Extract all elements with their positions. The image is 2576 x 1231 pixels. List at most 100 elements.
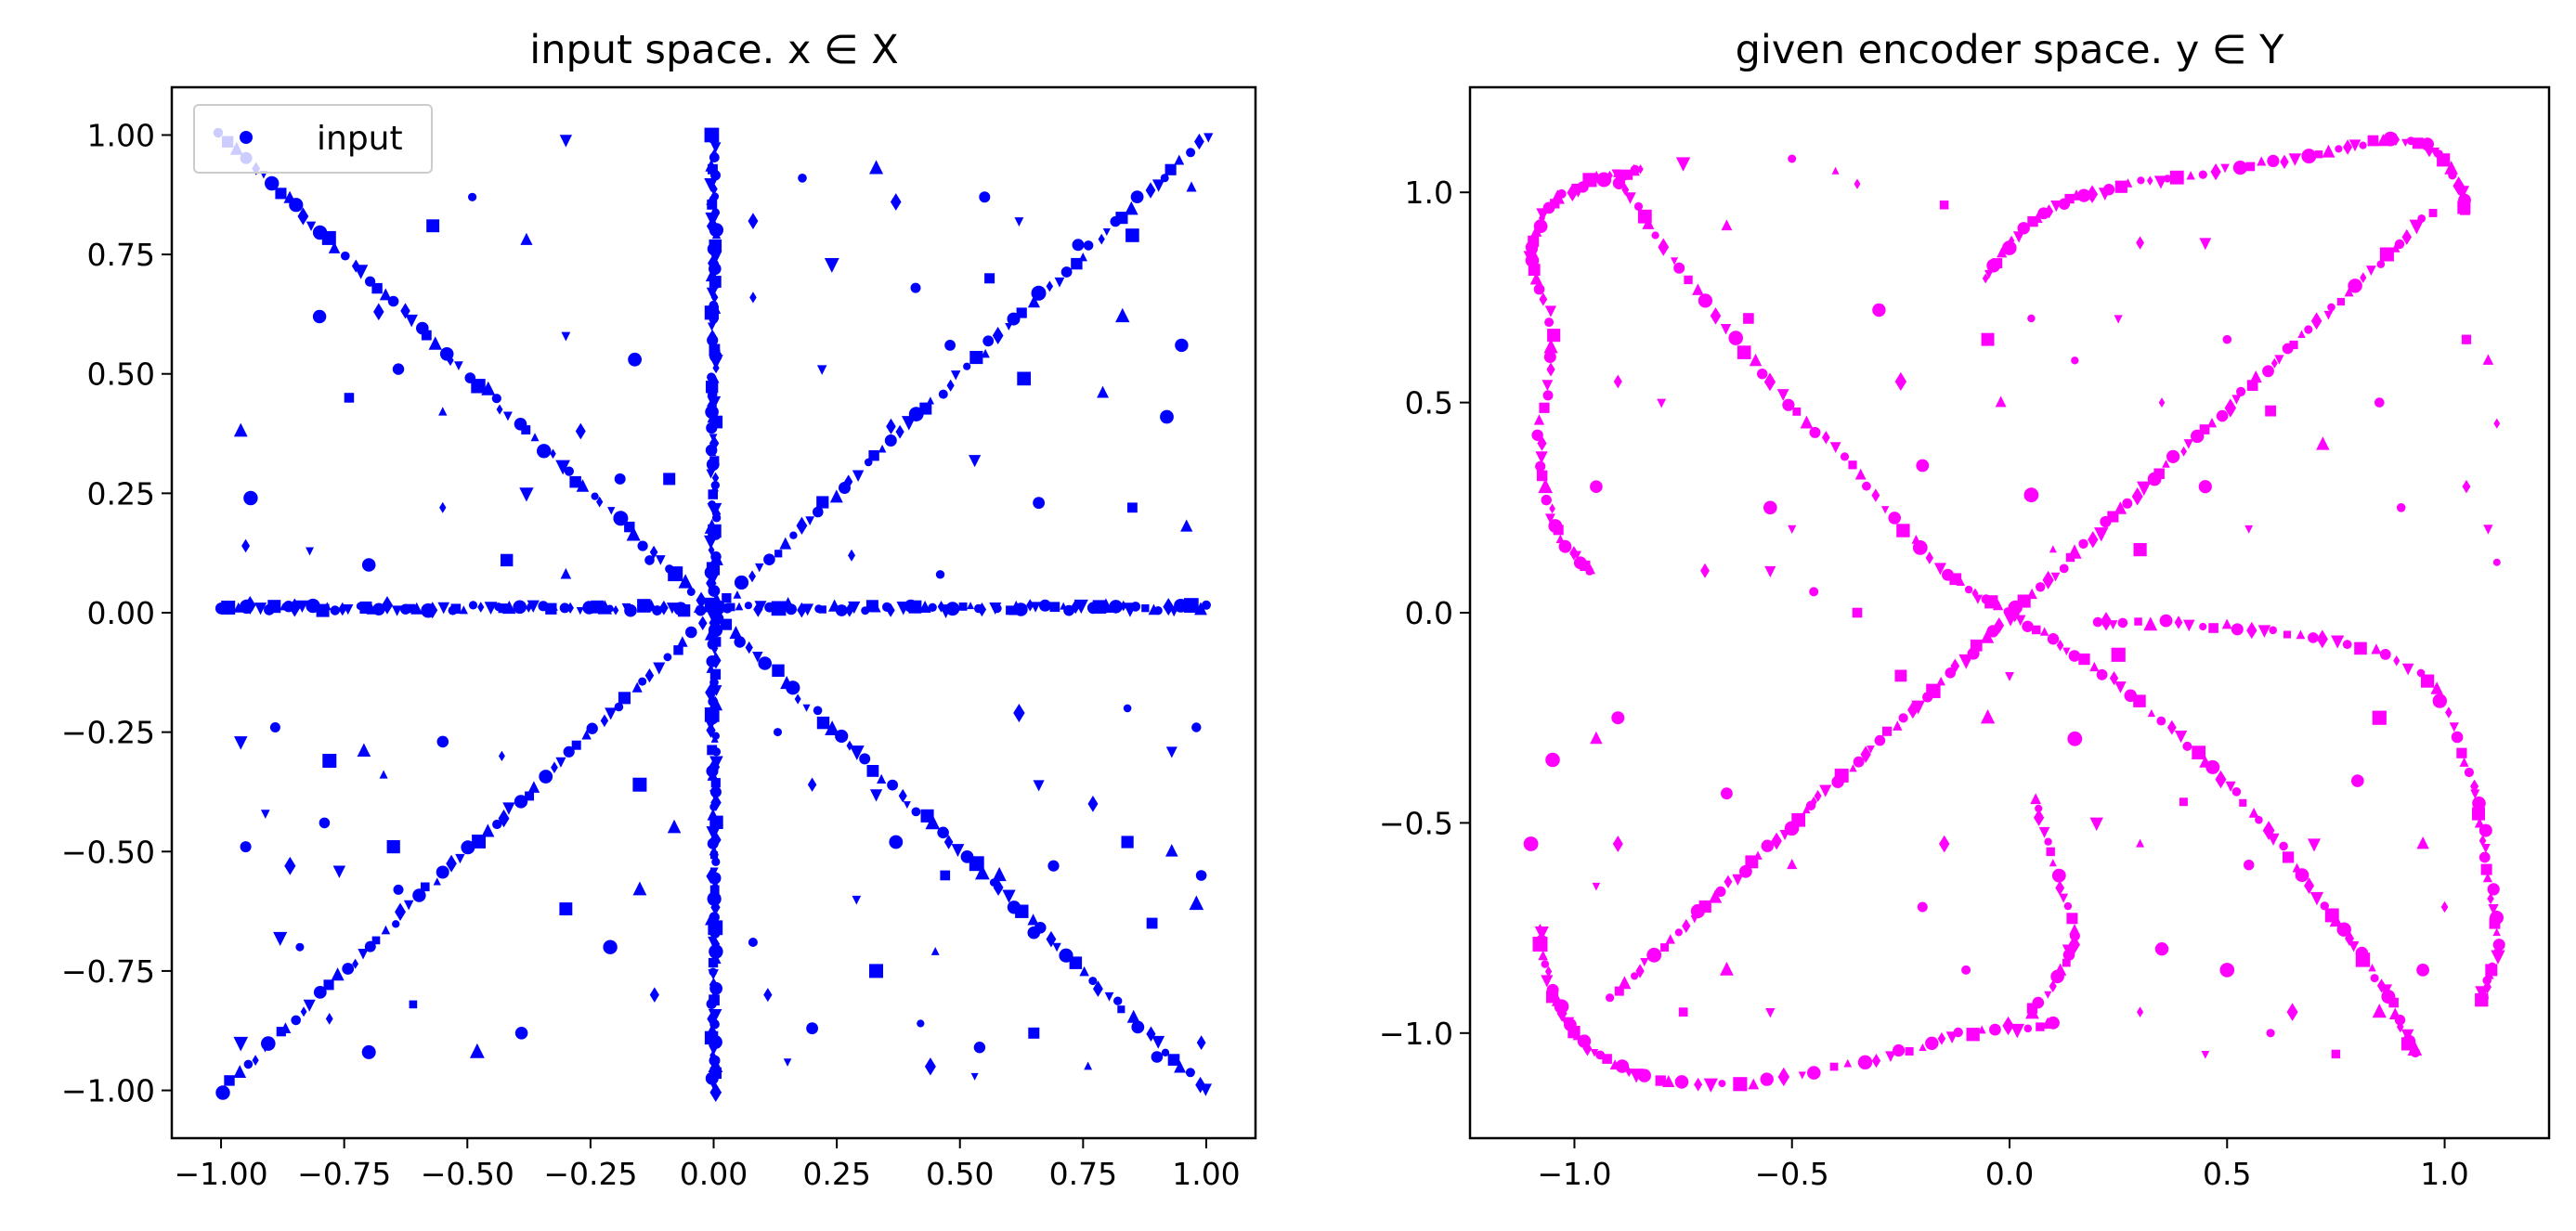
- input-space-point: [868, 160, 884, 175]
- input-space-point: [1014, 603, 1028, 616]
- input-space-point: [938, 389, 948, 399]
- encoder-space-point: [1949, 573, 1962, 586]
- encoder-space-point: [2448, 171, 2457, 180]
- y-tick-label: −1.0: [1379, 1016, 1453, 1052]
- encoder-space-point: [1558, 539, 1572, 553]
- encoder-space-point: [1950, 658, 1960, 674]
- input-space-point: [963, 362, 971, 370]
- input-space-point: [710, 551, 722, 563]
- input-space-point: [877, 773, 887, 784]
- encoder-space-point: [2267, 833, 2280, 846]
- input-space-point: [816, 365, 827, 375]
- input-space-point: [748, 213, 759, 229]
- encoder-space-point: [2400, 1037, 2415, 1051]
- input-space-point: [291, 1015, 302, 1026]
- encoder-space-point: [1633, 201, 1644, 211]
- input-space-point: [551, 761, 558, 773]
- encoder-space-point: [2372, 1004, 2387, 1018]
- encoder-space-point: [2244, 525, 2254, 534]
- encoder-space-point: [2023, 1024, 2033, 1033]
- encoder-space-point: [1894, 371, 1907, 392]
- input-space-point: [306, 221, 317, 231]
- input-space-point: [468, 601, 478, 610]
- input-space-point: [710, 291, 719, 304]
- input-space-point: [459, 605, 468, 615]
- encoder-space-point: [1760, 1072, 1774, 1086]
- x-tick-label: −0.50: [421, 1156, 514, 1192]
- input-space-point: [379, 770, 388, 779]
- input-space-point: [1189, 895, 1204, 911]
- input-space-point: [387, 295, 399, 307]
- encoder-space-point: [2480, 863, 2492, 875]
- encoder-space-point: [1862, 481, 1871, 491]
- encoder-space-point: [1543, 351, 1556, 363]
- encoder-space-point: [2417, 214, 2426, 223]
- encoder-space-point: [2410, 1047, 2421, 1058]
- encoder-space-point: [1809, 587, 1819, 597]
- input-space-point: [748, 938, 758, 947]
- encoder-space-point: [2483, 525, 2493, 535]
- input-space-point: [708, 500, 716, 509]
- encoder-space-point: [2039, 627, 2049, 636]
- encoder-space-point: [2461, 334, 2472, 344]
- encoder-space-point: [2147, 708, 2155, 718]
- encoder-space-point: [2359, 141, 2367, 149]
- encoder-space-point: [1888, 512, 1901, 525]
- input-space-point: [1014, 217, 1024, 227]
- input-space-point: [1030, 602, 1041, 613]
- encoder-space-point: [2297, 330, 2306, 338]
- input-space-point: [560, 567, 572, 579]
- input-space-point: [1052, 942, 1061, 952]
- encoder-space-point: [2044, 991, 2052, 999]
- input-space-point: [970, 1072, 979, 1081]
- input-space-point: [711, 208, 720, 217]
- encoder-space-point: [1898, 713, 1908, 723]
- encoder-space-point: [2183, 619, 2195, 632]
- encoder-space-point: [2491, 950, 2505, 965]
- encoder-space-point: [2492, 558, 2501, 566]
- encoder-space-point: [2393, 654, 2400, 667]
- input-space-point: [427, 602, 438, 619]
- input-space-point: [1145, 182, 1156, 199]
- input-space-point: [496, 404, 503, 415]
- input-space-point: [704, 519, 720, 534]
- input-space-point: [958, 603, 968, 611]
- input-space-point: [321, 230, 336, 245]
- encoder-space-point: [2078, 538, 2088, 549]
- input-space-point: [550, 603, 558, 611]
- encoder-space-point: [2459, 204, 2471, 215]
- encoder-space-point: [2360, 272, 2367, 283]
- input-space-point: [576, 607, 584, 616]
- input-space-point: [624, 603, 637, 617]
- encoder-space-point: [2493, 418, 2501, 429]
- input-space-point: [886, 418, 896, 434]
- input-space-point: [1141, 604, 1150, 613]
- encoder-space-point: [1765, 1008, 1776, 1018]
- encoder-space-point: [2064, 193, 2075, 204]
- input-space-point: [1124, 201, 1138, 215]
- input-space-point: [386, 840, 400, 854]
- x-tick-label: −1.00: [174, 1156, 267, 1192]
- encoder-space-point: [2288, 153, 2302, 166]
- input-space-point: [733, 590, 742, 599]
- input-space-point: [519, 487, 534, 502]
- input-space-point: [917, 1019, 925, 1028]
- encoder-space-point: [2026, 588, 2037, 600]
- input-space-point: [707, 322, 717, 331]
- encoder-space-point: [1618, 976, 1632, 990]
- input-space-point: [421, 330, 432, 341]
- encoder-space-point: [2286, 1003, 2298, 1021]
- encoder-space-point: [2047, 1016, 2060, 1030]
- encoder-space-point: [2416, 836, 2429, 849]
- encoder-space-point: [2046, 847, 2055, 857]
- encoder-space-point: [1532, 937, 1548, 952]
- input-space-point: [704, 707, 720, 722]
- encoder-space-point: [2035, 804, 2043, 813]
- input-space-point: [708, 489, 718, 499]
- input-space-point: [1121, 836, 1134, 849]
- input-space-point: [710, 192, 720, 201]
- input-space-point: [332, 865, 346, 878]
- encoder-space-point: [2409, 219, 2425, 235]
- encoder-space-point: [2394, 239, 2405, 250]
- input-space-point: [801, 603, 814, 616]
